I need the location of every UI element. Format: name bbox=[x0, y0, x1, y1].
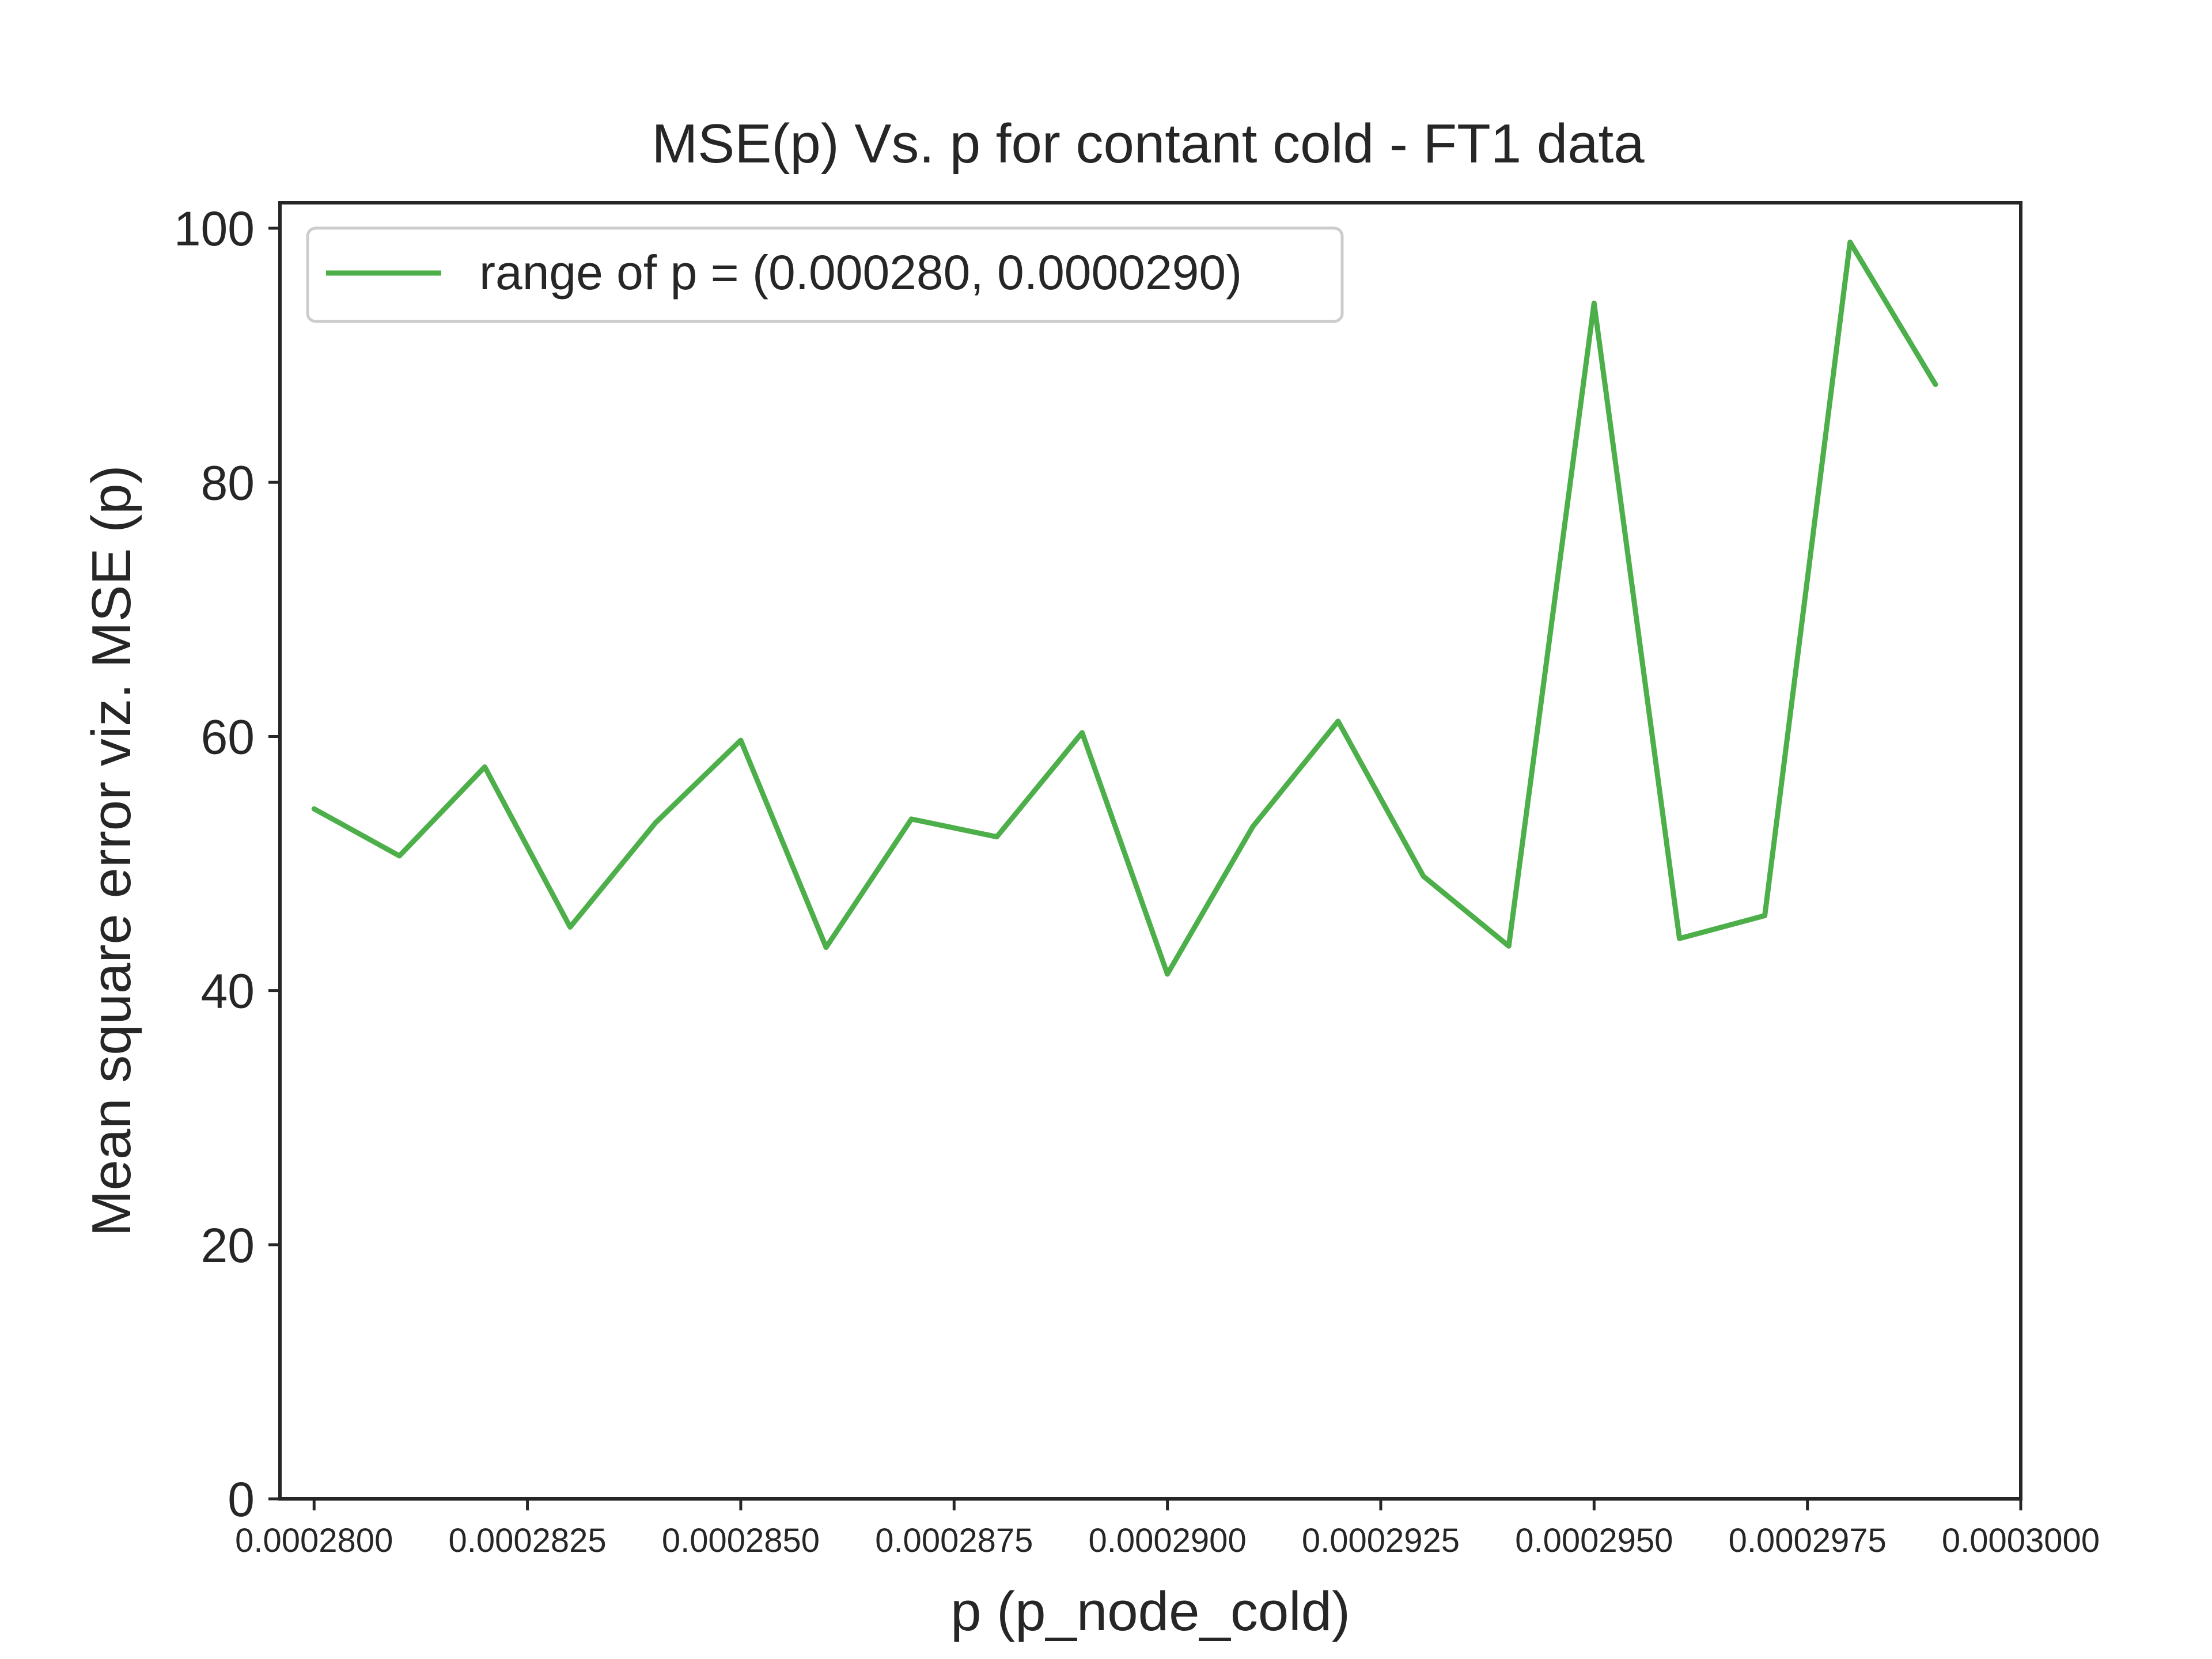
x-tick-label: 0.0002950 bbox=[1515, 1522, 1673, 1559]
y-tick-label: 0 bbox=[228, 1472, 255, 1527]
legend-box bbox=[306, 226, 1344, 323]
y-tick-label: 40 bbox=[201, 964, 255, 1018]
y-tick-label: 80 bbox=[201, 456, 255, 510]
series-line bbox=[311, 239, 1938, 977]
x-tick-label: 0.0002925 bbox=[1302, 1522, 1460, 1559]
x-tick-label: 0.0002800 bbox=[235, 1522, 393, 1559]
x-tick-label: 0.0002900 bbox=[1089, 1522, 1247, 1559]
series-layer bbox=[311, 239, 1938, 977]
x-tick-label: 0.0002975 bbox=[1729, 1522, 1887, 1559]
x-tick-label: 0.0002875 bbox=[875, 1522, 1033, 1559]
legend-label: range of p = (0.000280, 0.0000290) bbox=[479, 245, 1242, 300]
plot-area-frame bbox=[278, 201, 2022, 1501]
x-axis-label: p (p_node_cold) bbox=[950, 1581, 1350, 1642]
x-tick-label: 0.0003000 bbox=[1942, 1522, 2100, 1559]
y-axis: 0 20 40 60 80 100 bbox=[174, 202, 280, 1527]
x-tick-label: 0.0002850 bbox=[662, 1522, 820, 1559]
y-tick-label: 60 bbox=[201, 710, 255, 764]
x-tick-label: 0.0002825 bbox=[449, 1522, 607, 1559]
y-axis-label: Mean square error viz. MSE (p) bbox=[81, 465, 142, 1236]
x-axis: 0.0002800 0.0002825 0.0002850 0.0002875 0.00… bbox=[235, 1499, 2100, 1559]
y-tick-label: 20 bbox=[201, 1218, 255, 1272]
y-tick-label: 100 bbox=[174, 202, 255, 256]
chart-title: MSE(p) Vs. p for contant cold - FT1 data bbox=[652, 113, 1645, 175]
legend: range of p = (0.000280, 0.0000290) bbox=[306, 226, 1344, 323]
